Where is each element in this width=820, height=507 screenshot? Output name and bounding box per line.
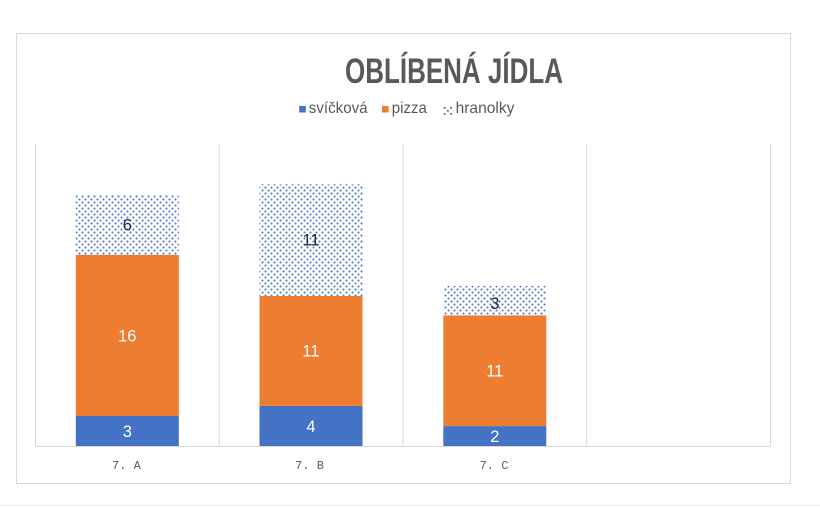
svg-text:pizza: pizza	[392, 100, 427, 117]
svg-text:16: 16	[118, 327, 136, 345]
svg-text:2: 2	[490, 428, 499, 446]
svg-text:6: 6	[123, 217, 132, 235]
svg-text:3: 3	[490, 295, 499, 313]
svg-text:7. A: 7. A	[112, 459, 142, 473]
svg-text:svíčková: svíčková	[309, 100, 368, 117]
svg-text:11: 11	[302, 343, 319, 361]
svg-text:11: 11	[302, 232, 319, 250]
svg-text:OBLÍBENÁ JÍDLA: OBLÍBENÁ JÍDLA	[345, 51, 563, 91]
svg-text:7. B: 7. B	[295, 459, 324, 473]
svg-text:4: 4	[306, 418, 315, 436]
svg-text:11: 11	[486, 363, 503, 381]
svg-text:hranolky: hranolky	[456, 100, 515, 117]
svg-text:7. C: 7. C	[480, 459, 509, 473]
svg-text:3: 3	[123, 423, 132, 441]
